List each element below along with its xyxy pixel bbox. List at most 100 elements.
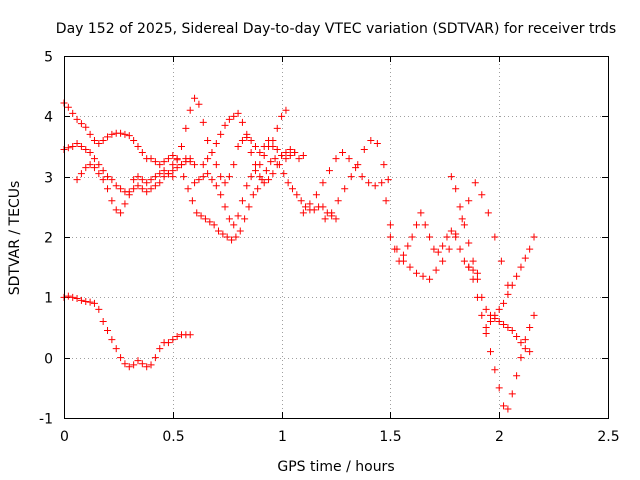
data-point (495, 384, 503, 392)
series-sat-j (321, 136, 388, 223)
series-sat-l (386, 179, 512, 289)
data-point (193, 209, 201, 217)
data-point (69, 143, 77, 150)
y-tick-labels: -1 0 1 2 3 4 5 (39, 50, 53, 428)
data-point (447, 227, 455, 235)
data-point (386, 233, 394, 241)
data-point (143, 363, 151, 371)
data-point (319, 203, 327, 211)
data-point (73, 176, 81, 184)
data-point (478, 311, 486, 319)
data-point (138, 149, 146, 157)
data-point (90, 136, 98, 144)
data-point (245, 203, 253, 211)
data-point (282, 106, 290, 114)
data-point (286, 146, 294, 154)
data-point (417, 209, 425, 217)
data-point (64, 144, 72, 152)
data-point (104, 133, 112, 141)
data-point (230, 112, 238, 120)
data-point (156, 170, 164, 178)
data-point (243, 133, 251, 141)
data-point (404, 242, 412, 250)
data-point (69, 109, 77, 117)
data-point (130, 136, 138, 144)
data-point (199, 161, 207, 169)
data-point (204, 155, 212, 163)
data-point (130, 176, 138, 184)
data-point (178, 143, 186, 150)
data-point (99, 167, 107, 175)
data-point (117, 129, 125, 137)
data-point (513, 272, 521, 280)
data-point (125, 132, 133, 140)
data-point (406, 263, 414, 271)
data-point (112, 182, 120, 190)
data-point (495, 305, 503, 313)
data-point (251, 167, 259, 175)
data-point (108, 130, 116, 138)
data-point (456, 245, 464, 253)
data-point (530, 233, 538, 241)
data-point (273, 161, 281, 169)
y-tick-label: 0 (44, 352, 53, 368)
data-point (269, 170, 277, 178)
data-point (228, 236, 236, 244)
data-point (445, 245, 453, 253)
data-point (288, 185, 296, 193)
data-point (471, 179, 479, 187)
data-point (191, 161, 199, 169)
data-point (117, 185, 125, 193)
data-point (204, 170, 212, 178)
data-point (130, 361, 138, 369)
data-point (156, 161, 164, 169)
data-point (421, 221, 429, 229)
data-point (212, 182, 220, 190)
data-point (151, 354, 159, 362)
data-point (491, 366, 499, 374)
data-point (530, 311, 538, 319)
data-point (321, 215, 329, 223)
chart-title: Day 152 of 2025, Sidereal Day-to-day VTE… (56, 21, 616, 37)
data-point (178, 161, 186, 169)
data-point (164, 339, 172, 347)
data-point (138, 176, 146, 184)
x-tick-label: 2 (495, 429, 504, 445)
data-point (282, 155, 290, 163)
data-point (134, 173, 142, 181)
data-point (286, 152, 294, 160)
data-point (243, 182, 251, 190)
data-point (236, 227, 244, 235)
data-point (399, 251, 407, 259)
data-point (186, 158, 194, 166)
data-point (486, 348, 494, 356)
data-point (273, 146, 281, 154)
data-point (197, 212, 205, 220)
data-point (382, 197, 390, 205)
data-point (217, 173, 225, 181)
data-point (191, 94, 199, 102)
data-point (82, 164, 90, 172)
data-point (508, 281, 516, 289)
data-point (486, 317, 494, 325)
data-point (434, 248, 442, 256)
series-sat-o (482, 233, 538, 331)
data-point (86, 130, 94, 138)
data-point (223, 233, 231, 241)
data-point (77, 170, 85, 178)
data-point (184, 185, 192, 193)
x-tick-label: 1.5 (379, 429, 401, 445)
data-point (238, 136, 246, 144)
series-sat-d (60, 292, 194, 371)
data-point (199, 173, 207, 181)
data-point (439, 257, 447, 265)
data-point (491, 233, 499, 241)
data-point (247, 149, 255, 157)
data-point (265, 176, 273, 184)
series-sat-a (60, 99, 194, 169)
data-point (260, 152, 268, 160)
data-point (339, 149, 347, 157)
data-point (458, 215, 466, 223)
data-point (214, 227, 222, 235)
data-point (230, 161, 238, 169)
